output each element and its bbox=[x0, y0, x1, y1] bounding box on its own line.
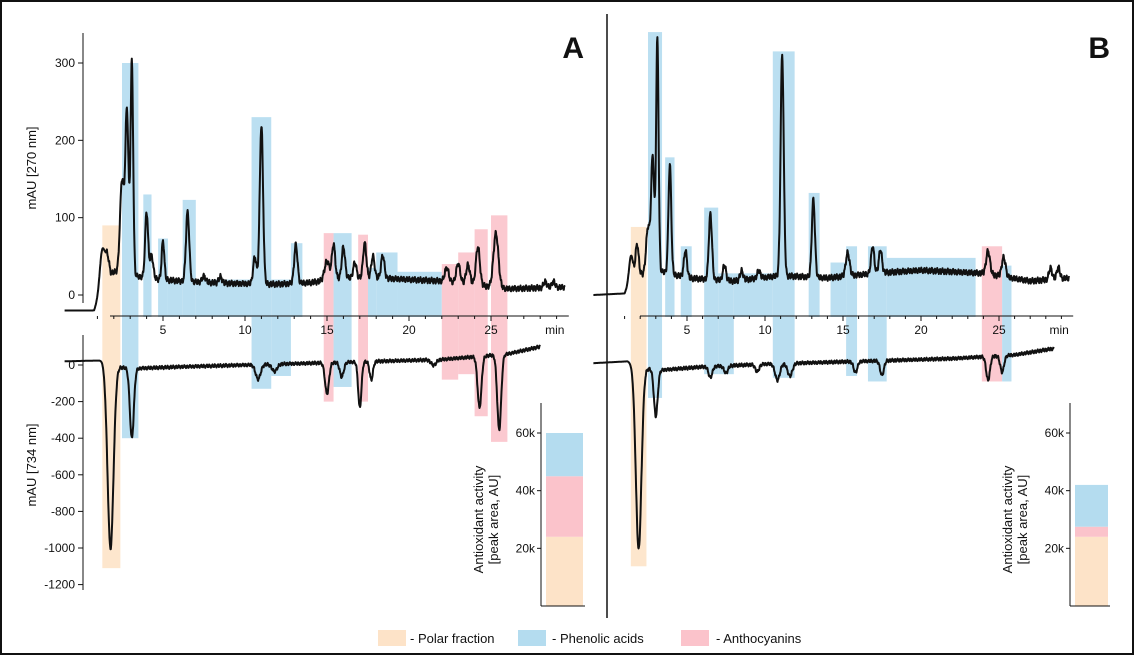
inset-y-tick-label: 60k bbox=[516, 426, 536, 440]
region-phenolic bbox=[158, 238, 168, 317]
region-phenolic bbox=[846, 246, 858, 376]
region-anthocyanin bbox=[474, 229, 488, 417]
inset-bar-chart: 20k 40k 60k Antioxidant activity [peak area,… bbox=[471, 403, 585, 607]
y-axis-title-top: mAU [270 nm] bbox=[24, 126, 39, 209]
inset-bar-polar bbox=[546, 536, 583, 606]
legend-swatch-anthocyanin bbox=[681, 630, 709, 646]
x-tick-label: 20 bbox=[402, 323, 416, 337]
inset-y-axis-title: [peak area, AU] bbox=[486, 475, 501, 565]
region-phenolic bbox=[251, 117, 272, 389]
axes: 5 10 15 20 25 min 0 100 200 300 mAU [270 nm] 0 -200 -… bbox=[24, 33, 569, 592]
x-unit-label: min bbox=[1050, 323, 1069, 337]
y-tick-label: -600 bbox=[51, 468, 75, 482]
x-tick-label: 5 bbox=[160, 323, 167, 337]
region-phenolic bbox=[271, 279, 291, 376]
region-anthocyanin bbox=[323, 233, 334, 402]
y-tick-label: 300 bbox=[55, 56, 75, 70]
region-phenolic bbox=[886, 257, 976, 317]
legend: - Polar fraction - Phenolic acids - Anthoc… bbox=[378, 630, 802, 646]
x-tick-label: 5 bbox=[684, 323, 691, 337]
y-tick-label: 200 bbox=[55, 133, 75, 147]
panel-letter: A bbox=[562, 32, 584, 65]
x-tick-label: 15 bbox=[320, 323, 334, 337]
inset-bar-anthocyanin bbox=[546, 476, 583, 537]
region-anthocyanin bbox=[358, 234, 368, 402]
region-anthocyanin bbox=[441, 264, 459, 380]
x-unit-label: min bbox=[545, 323, 564, 337]
axes: 5 10 15 20 25 min bbox=[624, 315, 1074, 337]
x-tick-label: 10 bbox=[758, 323, 772, 337]
trace-734nm bbox=[63, 344, 541, 551]
y-tick-label: 0 bbox=[68, 358, 75, 372]
region-phenolic bbox=[808, 192, 820, 317]
inset-y-tick-label: 20k bbox=[1045, 541, 1065, 555]
region-phenolic bbox=[718, 273, 734, 375]
region-phenolic bbox=[680, 246, 692, 317]
region-phenolic bbox=[665, 157, 675, 317]
inset-y-axis-title: [peak area, AU] bbox=[1015, 475, 1030, 565]
legend-label-phenolic: - Phenolic acids bbox=[552, 631, 644, 646]
inset-bar-chart: 20k 40k 60k Antioxidant activity [peak area,… bbox=[1000, 403, 1110, 607]
inset-bar-anthocyanin bbox=[1075, 526, 1108, 537]
legend-label-polar: - Polar fraction bbox=[410, 631, 495, 646]
region-phenolic bbox=[376, 252, 398, 317]
inset-bar-phenolic bbox=[546, 433, 583, 477]
panel-A: 5 10 15 20 25 min 0 100 200 300 mAU [270 nm] 0 -200 -… bbox=[24, 32, 585, 607]
x-tick-label: 25 bbox=[992, 323, 1006, 337]
y-tick-label: -200 bbox=[51, 395, 75, 409]
x-tick-label: 20 bbox=[914, 323, 928, 337]
y-tick-label: -400 bbox=[51, 431, 75, 445]
inset-y-tick-label: 40k bbox=[516, 484, 536, 498]
trace-270nm bbox=[63, 57, 566, 312]
region-phenolic bbox=[1002, 265, 1012, 382]
inset-bar-phenolic bbox=[1075, 484, 1108, 527]
legend-label-anthocyanin: - Anthocyanins bbox=[716, 631, 802, 646]
inset-y-axis-title: Antioxidant activity bbox=[471, 465, 486, 573]
legend-swatch-polar bbox=[378, 630, 406, 646]
inset-y-tick-label: 60k bbox=[1045, 426, 1065, 440]
inset-y-tick-label: 20k bbox=[516, 541, 536, 555]
panels: 5 10 15 20 25 min 0 100 200 300 mAU [270 nm] 0 -200 -… bbox=[24, 32, 1110, 607]
region-polar bbox=[630, 226, 647, 567]
region-anthocyanin bbox=[981, 246, 1003, 382]
y-tick-label: -1000 bbox=[44, 541, 75, 555]
region-phenolic bbox=[290, 243, 303, 317]
region-phenolic bbox=[143, 194, 152, 317]
trace-734nm bbox=[592, 346, 1055, 550]
x-tick-label: 25 bbox=[484, 323, 498, 337]
region-phenolic bbox=[867, 246, 887, 382]
region-anthocyanin bbox=[491, 215, 508, 442]
region-phenolic bbox=[167, 279, 183, 317]
panel-B: 5 10 15 20 25 min B 20k 40k 60k Antioxidant activi… bbox=[592, 32, 1110, 607]
inset-y-axis-title: Antioxidant activity bbox=[1000, 465, 1015, 573]
x-tick-label: 10 bbox=[238, 323, 252, 337]
x-tick-label: 15 bbox=[836, 323, 850, 337]
region-phenolic bbox=[368, 267, 377, 317]
trace-270nm bbox=[592, 36, 1071, 296]
y-tick-label: 0 bbox=[68, 288, 75, 302]
panel-letter: B bbox=[1088, 32, 1110, 65]
y-tick-label: -1200 bbox=[44, 578, 75, 592]
y-tick-label: -800 bbox=[51, 504, 75, 518]
y-axis-title-bottom: mAU [734 nm] bbox=[24, 423, 39, 506]
legend-swatch-phenolic bbox=[518, 630, 546, 646]
inset-bar-polar bbox=[1075, 536, 1108, 606]
y-tick-label: 100 bbox=[55, 211, 75, 225]
inset-y-tick-label: 40k bbox=[1045, 484, 1065, 498]
